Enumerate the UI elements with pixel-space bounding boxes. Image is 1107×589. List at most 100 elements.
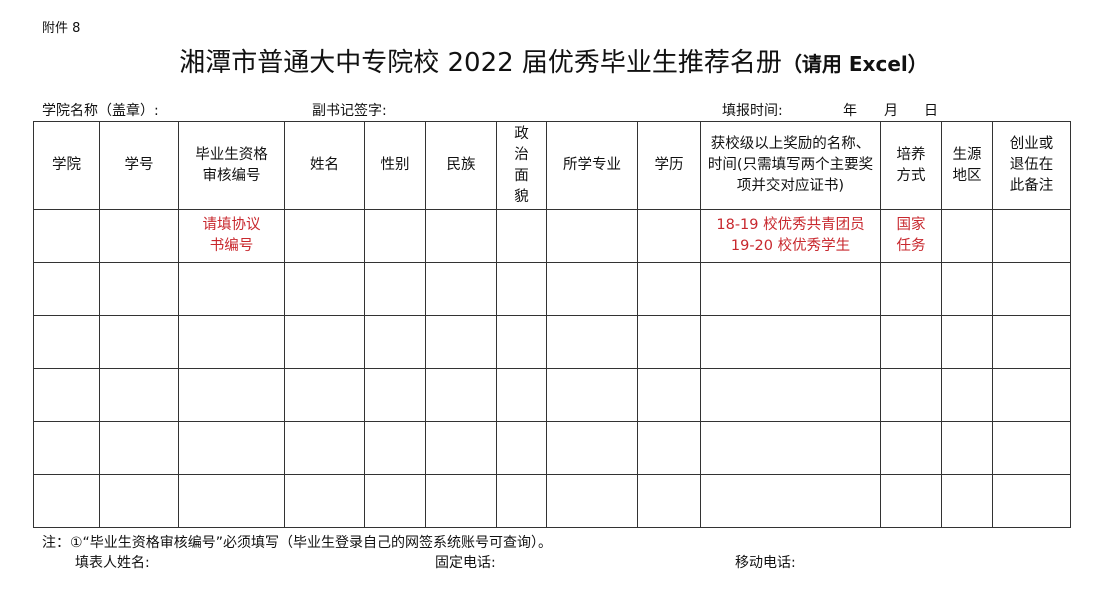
award-1: 18-19 校优秀共青团员 bbox=[716, 217, 865, 233]
date-label: 填报时间: bbox=[722, 103, 783, 119]
cell[interactable] bbox=[178, 368, 285, 422]
cell[interactable] bbox=[496, 315, 547, 369]
cell[interactable] bbox=[99, 209, 179, 263]
cell[interactable] bbox=[941, 421, 993, 475]
cell[interactable] bbox=[880, 315, 942, 369]
cell[interactable] bbox=[637, 262, 701, 316]
cell[interactable] bbox=[99, 368, 179, 422]
cell[interactable] bbox=[178, 421, 285, 475]
landline-label: 固定电话: bbox=[435, 555, 496, 571]
cell[interactable] bbox=[364, 209, 426, 263]
cell[interactable] bbox=[637, 421, 701, 475]
cell[interactable] bbox=[546, 315, 638, 369]
title-main: 湘潭市普通大中专院校 2022 届优秀毕业生推荐名册 bbox=[179, 48, 782, 78]
cell-awards[interactable]: 18-19 校优秀共青团员 19-20 校优秀学生 bbox=[700, 209, 881, 263]
cell[interactable] bbox=[425, 315, 497, 369]
cell[interactable] bbox=[425, 209, 497, 263]
cell[interactable] bbox=[425, 421, 497, 475]
cell[interactable] bbox=[880, 368, 942, 422]
column-header-label: 生源地区 bbox=[952, 146, 982, 184]
title-note: （请用 Excel） bbox=[781, 52, 928, 76]
cell[interactable] bbox=[637, 315, 701, 369]
cell[interactable] bbox=[992, 474, 1071, 528]
cell[interactable] bbox=[364, 315, 426, 369]
cell[interactable] bbox=[425, 262, 497, 316]
cell[interactable] bbox=[364, 474, 426, 528]
column-header-label: 培养方式 bbox=[896, 146, 926, 184]
footer-note: 注：①“毕业生资格审核编号”必须填写（毕业生登录自己的网签系统账号可查询）。 bbox=[42, 535, 553, 551]
cell[interactable] bbox=[941, 315, 993, 369]
cell[interactable] bbox=[941, 262, 993, 316]
cell[interactable] bbox=[496, 474, 547, 528]
cell[interactable] bbox=[880, 474, 942, 528]
cell[interactable] bbox=[33, 421, 100, 475]
cell[interactable] bbox=[364, 368, 426, 422]
cell[interactable] bbox=[284, 421, 365, 475]
cell-qualification-no[interactable]: 请填协议书编号 bbox=[178, 209, 285, 263]
cell[interactable] bbox=[941, 209, 993, 263]
cell[interactable] bbox=[33, 209, 100, 263]
column-header: 学院 bbox=[33, 121, 100, 210]
cell[interactable] bbox=[99, 421, 179, 475]
cell[interactable] bbox=[546, 421, 638, 475]
cell[interactable] bbox=[99, 474, 179, 528]
cell[interactable] bbox=[33, 368, 100, 422]
cell[interactable] bbox=[364, 262, 426, 316]
column-header: 创业或退伍在此备注 bbox=[992, 121, 1071, 210]
cell[interactable] bbox=[425, 368, 497, 422]
cell[interactable] bbox=[700, 262, 881, 316]
cell[interactable] bbox=[284, 209, 365, 263]
cell[interactable] bbox=[700, 315, 881, 369]
column-header-label: 学历 bbox=[654, 157, 684, 173]
cell[interactable] bbox=[700, 368, 881, 422]
cell[interactable] bbox=[546, 209, 638, 263]
cell[interactable] bbox=[496, 368, 547, 422]
cell[interactable] bbox=[425, 474, 497, 528]
column-header-label: 所学专业 bbox=[563, 157, 621, 173]
cell[interactable] bbox=[178, 262, 285, 316]
cell[interactable] bbox=[992, 421, 1071, 475]
cell[interactable] bbox=[496, 262, 547, 316]
table-row bbox=[33, 421, 1071, 475]
day-label: 日 bbox=[924, 103, 938, 119]
cell[interactable] bbox=[33, 262, 100, 316]
column-header: 获校级以上奖励的名称、时间(只需填写两个主要奖项并交对应证书) bbox=[700, 121, 881, 210]
cell[interactable] bbox=[99, 262, 179, 316]
column-header: 民族 bbox=[425, 121, 497, 210]
cell[interactable] bbox=[178, 474, 285, 528]
cell-training-mode[interactable]: 国家任务 bbox=[880, 209, 942, 263]
cell[interactable] bbox=[546, 474, 638, 528]
cell[interactable] bbox=[178, 315, 285, 369]
cell[interactable] bbox=[284, 315, 365, 369]
cell[interactable] bbox=[880, 421, 942, 475]
cell[interactable] bbox=[700, 421, 881, 475]
example-text: 国家任务 bbox=[896, 217, 926, 254]
cell[interactable] bbox=[496, 209, 547, 263]
column-header: 性别 bbox=[364, 121, 426, 210]
cell[interactable] bbox=[284, 474, 365, 528]
cell[interactable] bbox=[546, 368, 638, 422]
cell[interactable] bbox=[33, 474, 100, 528]
secretary-signature-label: 副书记签字: bbox=[312, 103, 387, 119]
cell[interactable] bbox=[99, 315, 179, 369]
cell[interactable] bbox=[637, 209, 701, 263]
cell[interactable] bbox=[496, 421, 547, 475]
cell[interactable] bbox=[546, 262, 638, 316]
cell[interactable] bbox=[364, 421, 426, 475]
cell[interactable] bbox=[700, 474, 881, 528]
cell[interactable] bbox=[284, 368, 365, 422]
cell[interactable] bbox=[992, 315, 1071, 369]
cell[interactable] bbox=[33, 315, 100, 369]
cell[interactable] bbox=[284, 262, 365, 316]
cell[interactable] bbox=[637, 368, 701, 422]
cell[interactable] bbox=[992, 262, 1071, 316]
cell[interactable] bbox=[992, 368, 1071, 422]
column-header: 学号 bbox=[99, 121, 179, 210]
cell[interactable] bbox=[880, 262, 942, 316]
cell[interactable] bbox=[992, 209, 1071, 263]
cell[interactable] bbox=[941, 474, 993, 528]
cell[interactable] bbox=[637, 474, 701, 528]
table-row bbox=[33, 474, 1071, 528]
table-row bbox=[33, 315, 1071, 369]
cell[interactable] bbox=[941, 368, 993, 422]
